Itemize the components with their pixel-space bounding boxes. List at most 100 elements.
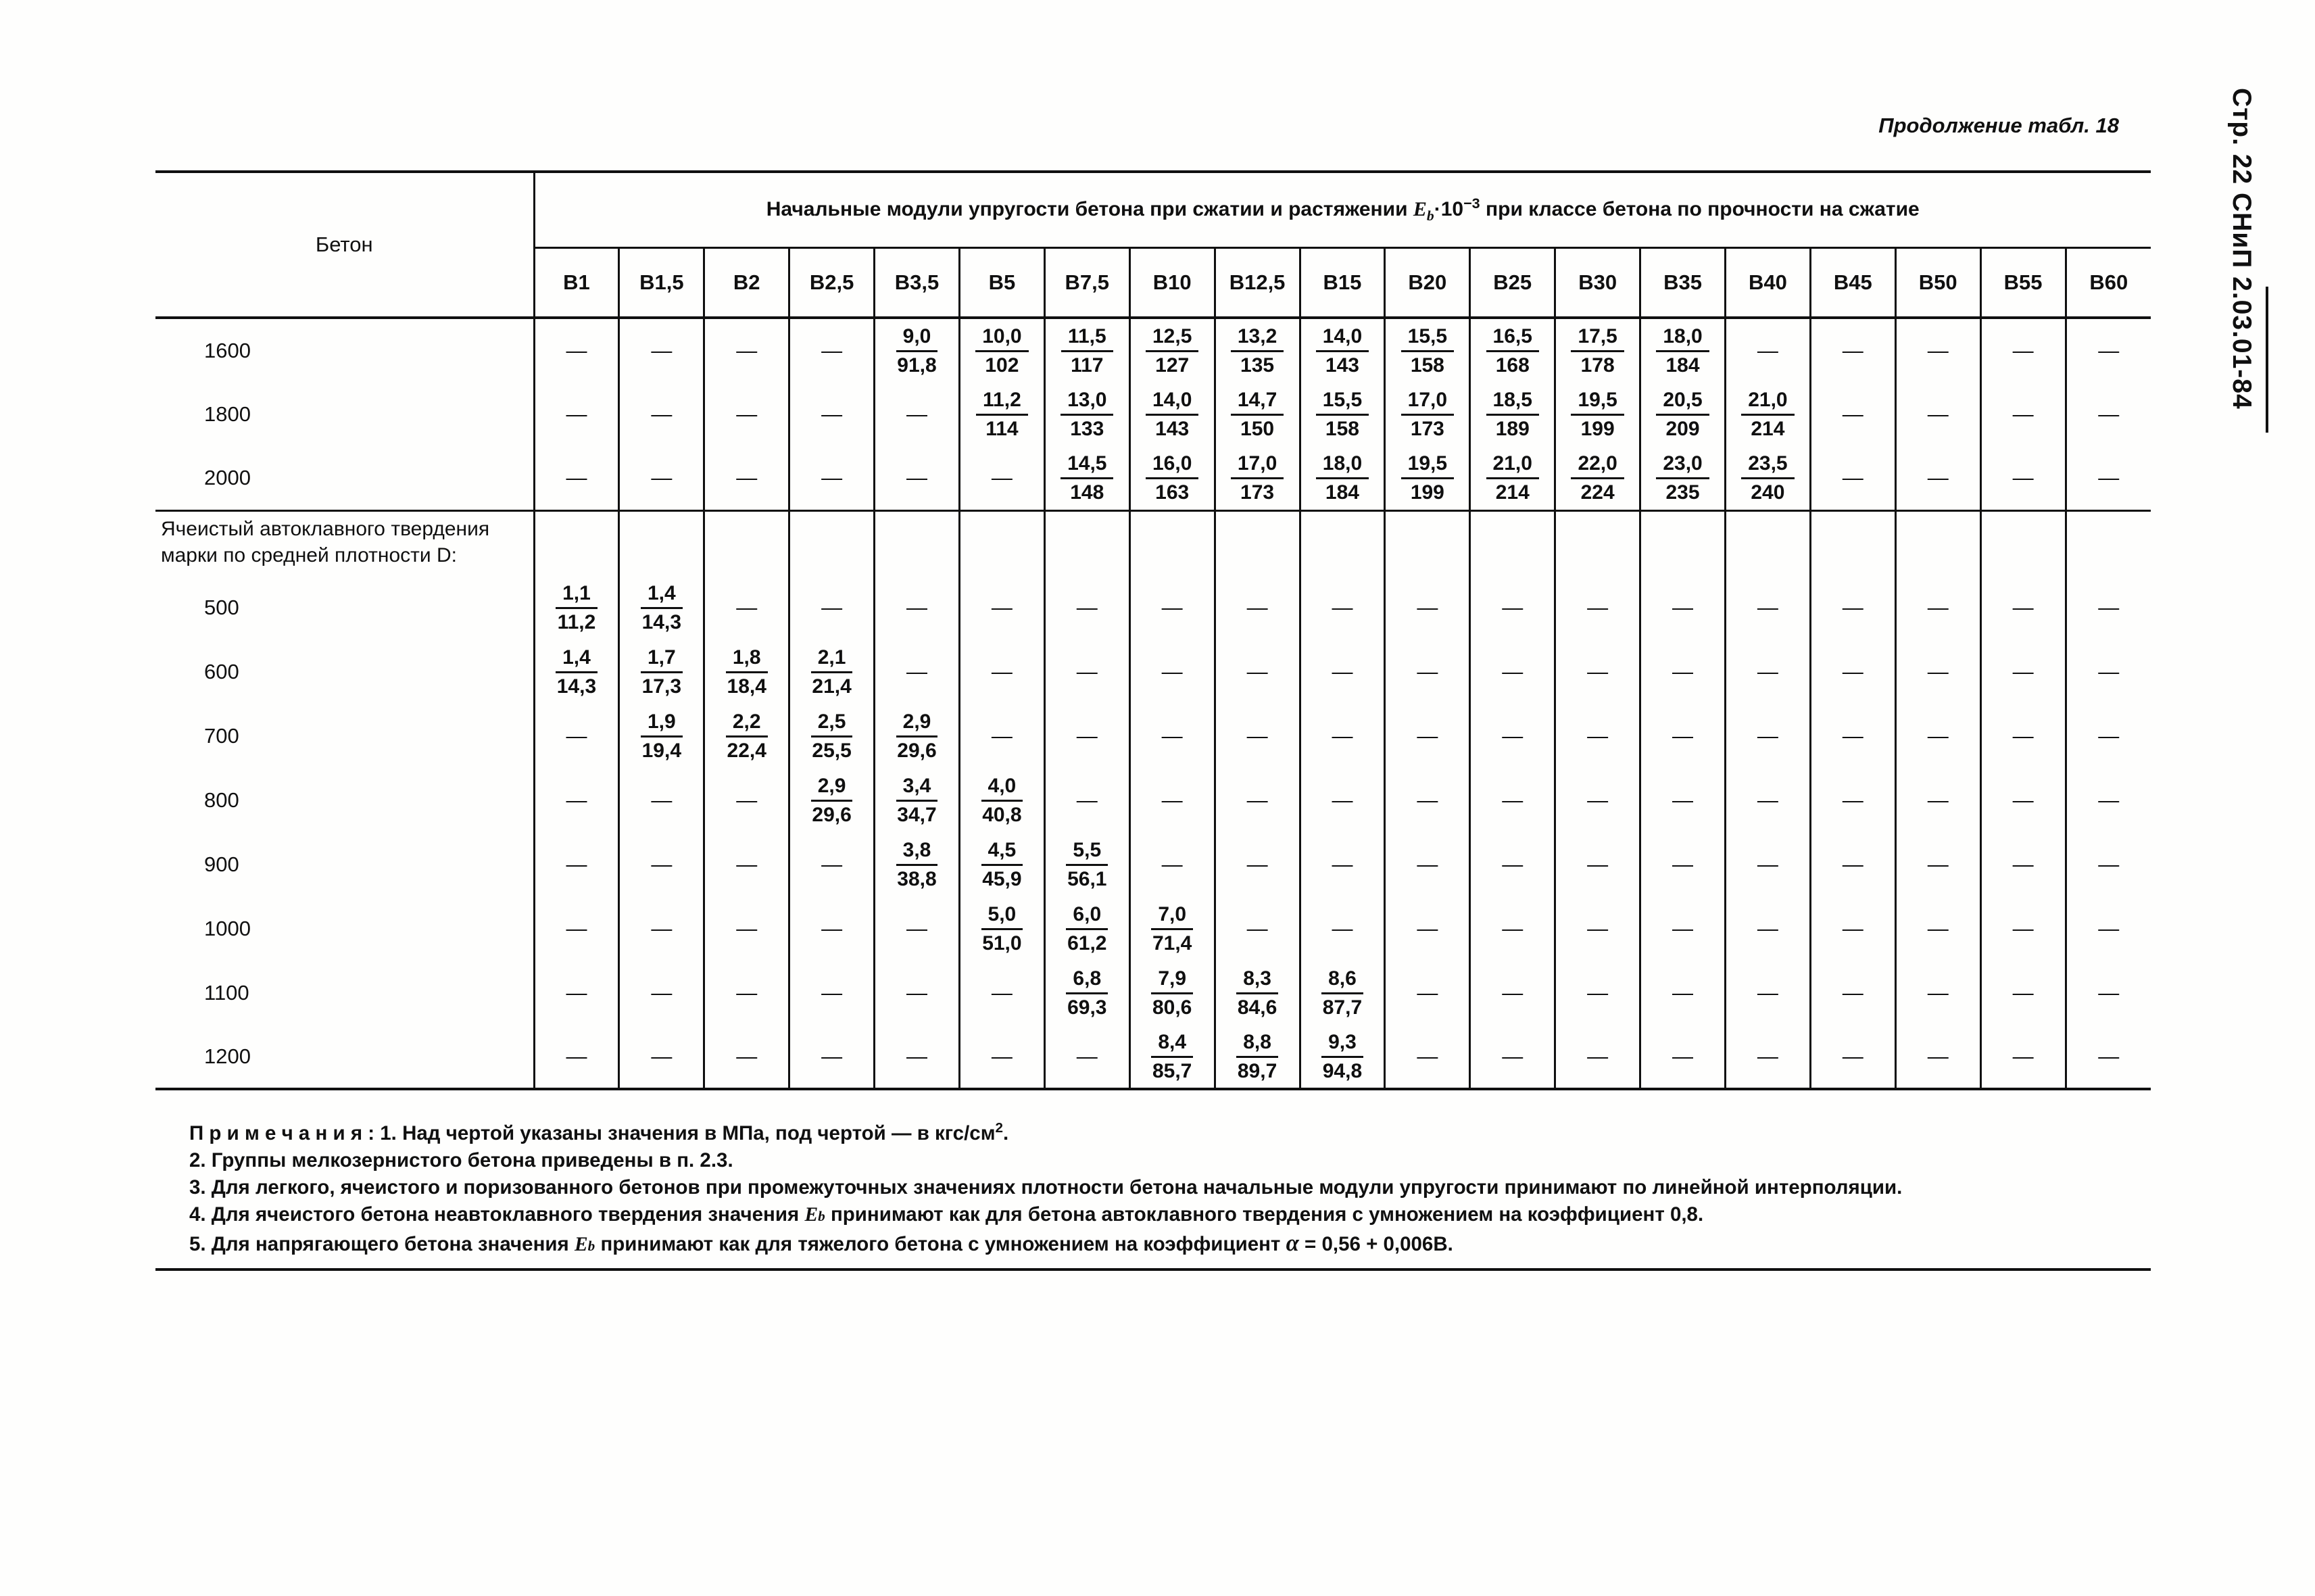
cell-dash: —: [873, 1025, 960, 1090]
cell-dash: —: [873, 639, 960, 704]
table-row: 1100— — — — — —6,8 69,3 7,9 80,6 8,3 84,6 8,6 87,7— —…: [155, 961, 2151, 1025]
cell-dash: —: [1724, 832, 1811, 896]
span-header-text-after: при классе бетона по прочности на сжатие: [1480, 198, 1920, 221]
cell-dash: —: [1213, 704, 1300, 768]
symbol-E: E: [1413, 198, 1427, 221]
cell-fraction: 6,8 69,3: [1043, 961, 1130, 1025]
cell-empty: [1979, 509, 2066, 575]
cell-dash: —: [1469, 832, 1555, 896]
cell-empty: [1554, 509, 1640, 575]
cell-empty: [788, 509, 875, 575]
cell-fraction: 15,5 158: [1298, 382, 1385, 446]
cell-dash: —: [788, 1025, 875, 1090]
cell-dash: —: [2064, 768, 2151, 832]
cell-fraction: 11,5 117: [1043, 318, 1130, 382]
class-column-header: В7,5: [1043, 247, 1130, 319]
cell-empty: [1128, 509, 1215, 575]
note-line: 3. Для легкого, ячеистого и поризованног…: [189, 1176, 1903, 1199]
class-column-header: В30: [1554, 247, 1640, 319]
cell-dash: —: [2064, 704, 2151, 768]
cell-dash: —: [1298, 704, 1385, 768]
cell-fraction: 17,5 178: [1554, 318, 1640, 382]
cell-fraction: 8,6 87,7: [1298, 961, 1385, 1025]
cell-dash: —: [533, 961, 619, 1025]
cell-empty: [1298, 509, 1385, 575]
cell-dash: —: [1384, 768, 1470, 832]
cell-dash: —: [1809, 1025, 1896, 1090]
cell-dash: —: [1979, 832, 2066, 896]
cell-dash: —: [1979, 896, 2066, 961]
cell-dash: —: [703, 575, 789, 639]
row-label: 700: [204, 723, 239, 748]
cell-dash: —: [1469, 896, 1555, 961]
class-column-header: В15: [1298, 247, 1385, 319]
cell-dash: —: [1979, 961, 2066, 1025]
cell-fraction: 2,5 25,5: [788, 704, 875, 768]
cell-dash: —: [1979, 704, 2066, 768]
span-header-text-before: Начальные модули упругости бетона при сж…: [766, 198, 1413, 221]
cell-dash: —: [1128, 704, 1215, 768]
cell-dash: —: [1979, 639, 2066, 704]
column-header-row: В1 В1,5 В2 В2,5 В3,5 В5 В7,5 В10 В12,5 В15 В20 В25 В…: [155, 247, 2151, 319]
class-column-header: В2: [703, 247, 789, 319]
corner-header-beton: Бетон: [155, 170, 534, 319]
table-row: 1200— — — — — — —8,4 85,7 8,8 89,7 9,3 94,8— — — — — — — —…: [155, 1025, 2151, 1090]
note-line: 4. Для ячеистого бетона неавтоклавного т…: [189, 1203, 1704, 1226]
class-column-header: В3,5: [873, 247, 960, 319]
cell-dash: —: [1384, 639, 1470, 704]
cell-dash: —: [958, 961, 1045, 1025]
cell-fraction: 13,2 135: [1213, 318, 1300, 382]
row-label: 900: [204, 852, 239, 876]
cell-dash: —: [1554, 896, 1640, 961]
cell-dash: —: [1809, 896, 1896, 961]
cell-fraction: 19,5 199: [1384, 446, 1470, 510]
row-label: 1600: [204, 338, 251, 362]
class-column-header: В40: [1724, 247, 1811, 319]
cell-dash: —: [1894, 1025, 1981, 1090]
cell-dash: —: [873, 446, 960, 510]
cell-dash: —: [1894, 832, 1981, 896]
cell-dash: —: [1469, 704, 1555, 768]
cell-dash: —: [1809, 961, 1896, 1025]
cell-dash: —: [618, 382, 704, 446]
cell-dash: —: [1809, 704, 1896, 768]
cell-fraction: 8,3 84,6: [1213, 961, 1300, 1025]
span-header-row: Бетон Начальные модули упругости бетона …: [155, 170, 2151, 319]
cell-fraction: 3,8 38,8: [873, 832, 960, 896]
cell-dash: —: [1469, 639, 1555, 704]
cell-dash: —: [2064, 318, 2151, 382]
cell-dash: —: [873, 382, 960, 446]
row-label: 1000: [204, 916, 251, 940]
notes: П р и м е ч а н и я : 1. Над чертой указ…: [155, 1115, 2116, 1259]
cell-fraction: 1,4 14,3: [533, 639, 619, 704]
cell-fraction: 23,5 240: [1724, 446, 1811, 510]
cell-fraction: 4,5 45,9: [958, 832, 1045, 896]
cell-dash: —: [873, 896, 960, 961]
cell-empty: [618, 509, 704, 575]
table-row: 900— — — —3,8 38,8 4,5 45,9 5,5 56,1— — — — — — — — — — — —: [155, 832, 2151, 896]
cell-dash: —: [1043, 704, 1130, 768]
cell-dash: —: [1469, 1025, 1555, 1090]
note-line: 5. Для напрягающего бетона значения Eb п…: [189, 1229, 1453, 1256]
cell-fraction: 4,0 40,8: [958, 768, 1045, 832]
class-column-header: В25: [1469, 247, 1555, 319]
cell-fraction: 21,0 214: [1724, 382, 1811, 446]
cell-fraction: 18,5 189: [1469, 382, 1555, 446]
cell-dash: —: [1298, 639, 1385, 704]
cell-fraction: 6,0 61,2: [1043, 896, 1130, 961]
row-label: 1100: [204, 980, 249, 1005]
class-column-header: В1,5: [618, 247, 704, 319]
cell-dash: —: [1128, 832, 1215, 896]
cell-dash: —: [1043, 768, 1130, 832]
table-row: 500 1,1 11,2 1,4 14,3— — — — — — — — — — — — — — — — —: [155, 575, 2151, 639]
cell-dash: —: [1469, 961, 1555, 1025]
cell-fraction: 1,8 18,4: [703, 639, 789, 704]
class-column-header: В12,5: [1213, 247, 1300, 319]
table-continuation-label: Продолжение табл. 18: [1878, 114, 2119, 137]
symbol-E-subscript: b: [1426, 208, 1434, 224]
cell-dash: —: [1809, 446, 1896, 510]
table-area: Бетон Начальные модули упругости бетона …: [155, 170, 2151, 1259]
cell-fraction: 23,0 235: [1639, 446, 1726, 510]
cell-dash: —: [1894, 639, 1981, 704]
table-row: 800— — —2,9 29,6 3,4 34,7 4,0 40,8— — — — — — — — — — — — —: [155, 768, 2151, 832]
